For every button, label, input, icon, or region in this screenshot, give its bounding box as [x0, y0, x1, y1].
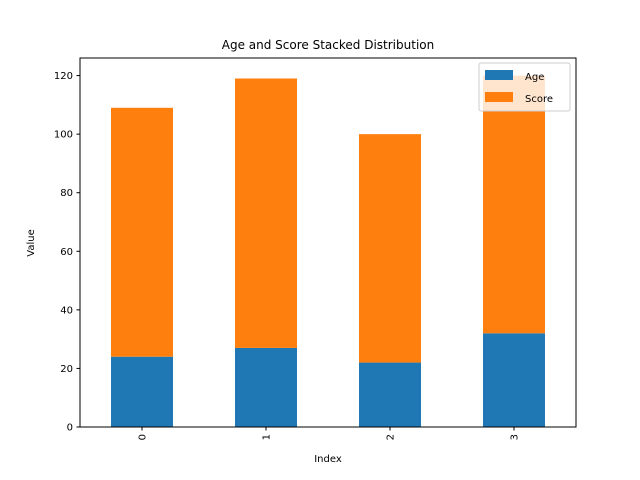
- y-tick-label: 60: [60, 247, 73, 258]
- y-tick-label: 20: [60, 364, 73, 375]
- bars-layer: [111, 75, 545, 427]
- chart-title: Age and Score Stacked Distribution: [222, 38, 434, 52]
- plot-frame: [79, 57, 577, 428]
- legend-label-age: Age: [525, 72, 544, 83]
- bar-age-1: [235, 347, 297, 427]
- bar-age-3: [483, 333, 545, 427]
- bar-score-2: [359, 134, 421, 363]
- y-tick-label: 40: [60, 305, 73, 316]
- bar-age-0: [111, 356, 173, 427]
- legend-swatch-age: [485, 70, 513, 80]
- x-tick-label: 0: [138, 434, 149, 440]
- x-axis-label: Index: [314, 454, 342, 465]
- y-axis: 0 20 40 60 80 100 120: [54, 71, 80, 434]
- y-tick-label: 100: [54, 130, 73, 141]
- legend-swatch-score: [485, 92, 513, 102]
- bar-score-3: [483, 75, 545, 334]
- y-tick-label: 80: [60, 188, 73, 199]
- bar-score-1: [235, 78, 297, 348]
- x-tick-label: 3: [510, 434, 521, 440]
- x-tick-label: 1: [262, 434, 273, 440]
- y-tick-label: 0: [67, 423, 73, 434]
- legend-label-score: Score: [525, 94, 553, 105]
- y-axis-label: Value: [26, 229, 37, 256]
- x-tick-label: 2: [386, 434, 397, 440]
- x-axis: 0 1 2 3: [138, 427, 521, 440]
- legend: Age Score: [478, 62, 571, 112]
- y-tick-label: 120: [54, 71, 73, 82]
- bar-age-2: [359, 362, 421, 427]
- bar-score-0: [111, 107, 173, 357]
